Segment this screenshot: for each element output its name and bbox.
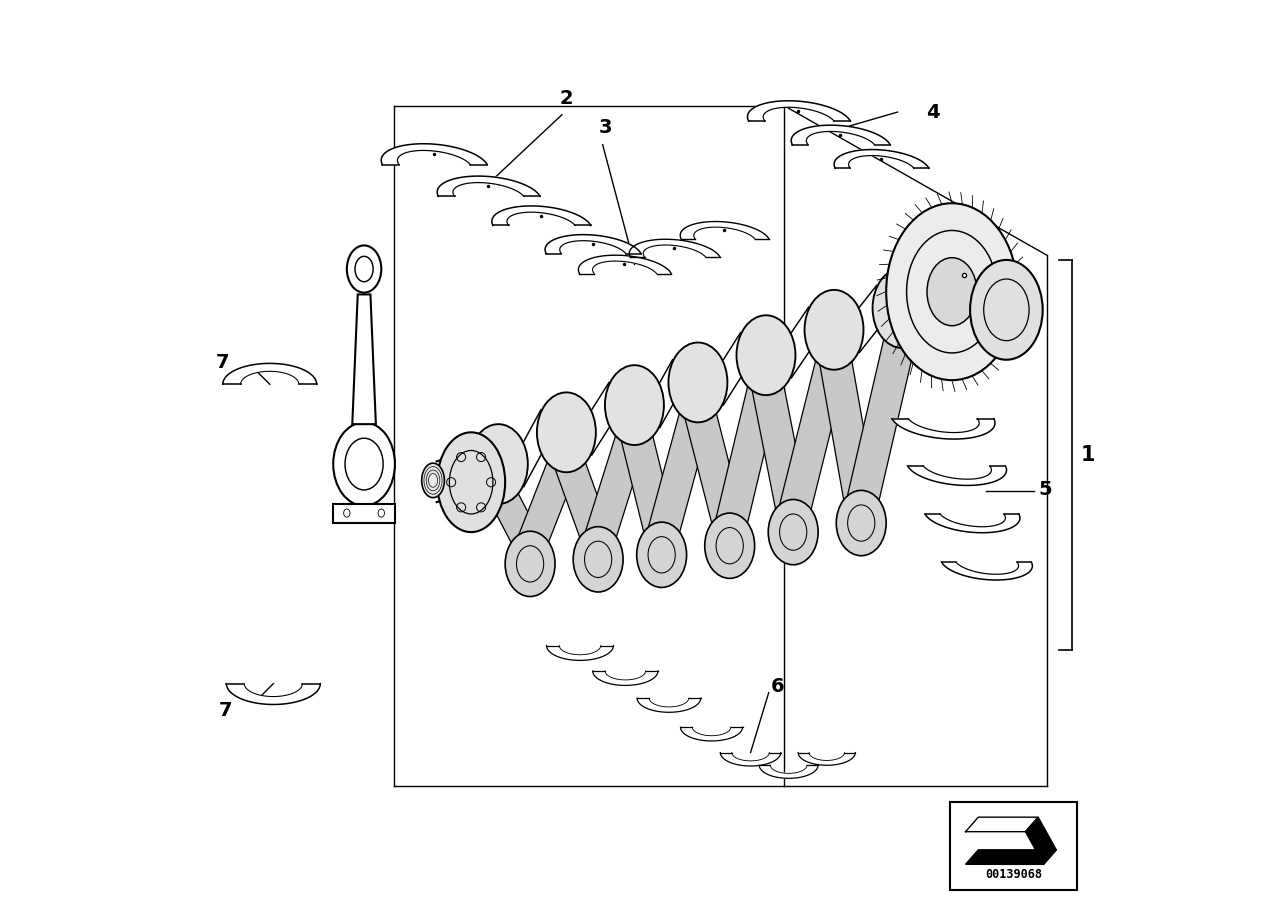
Polygon shape <box>629 239 721 258</box>
Polygon shape <box>721 753 781 766</box>
Ellipse shape <box>887 203 1018 380</box>
Polygon shape <box>844 330 919 507</box>
Ellipse shape <box>605 365 664 445</box>
Polygon shape <box>593 671 658 685</box>
Text: 6: 6 <box>771 677 784 696</box>
Text: 7: 7 <box>215 353 229 372</box>
Polygon shape <box>438 177 541 197</box>
Polygon shape <box>798 753 856 765</box>
Bar <box>950 802 1077 891</box>
Ellipse shape <box>637 522 686 588</box>
Polygon shape <box>333 504 395 523</box>
Ellipse shape <box>422 463 444 498</box>
Polygon shape <box>227 683 320 704</box>
Polygon shape <box>353 295 376 424</box>
Text: 3: 3 <box>598 118 613 137</box>
Polygon shape <box>792 126 891 145</box>
Polygon shape <box>892 419 995 439</box>
Polygon shape <box>637 698 700 713</box>
Ellipse shape <box>506 531 555 597</box>
Text: 00139068: 00139068 <box>985 868 1042 882</box>
Polygon shape <box>578 255 672 274</box>
Polygon shape <box>514 455 583 548</box>
Polygon shape <box>381 144 488 165</box>
Ellipse shape <box>804 290 864 369</box>
Ellipse shape <box>768 500 819 565</box>
Polygon shape <box>834 149 929 168</box>
Polygon shape <box>965 850 1057 864</box>
Polygon shape <box>618 428 678 539</box>
Polygon shape <box>777 352 851 516</box>
Polygon shape <box>907 466 1006 485</box>
Text: 1: 1 <box>1081 445 1095 465</box>
Ellipse shape <box>438 432 506 532</box>
Ellipse shape <box>736 315 795 395</box>
Text: 5: 5 <box>1039 480 1051 499</box>
Polygon shape <box>1026 817 1057 864</box>
Text: 2: 2 <box>560 89 573 108</box>
Polygon shape <box>925 514 1019 532</box>
Ellipse shape <box>970 260 1042 359</box>
Polygon shape <box>682 405 746 530</box>
Polygon shape <box>759 765 819 778</box>
Ellipse shape <box>468 424 528 504</box>
Polygon shape <box>550 455 614 543</box>
Polygon shape <box>546 235 641 254</box>
Ellipse shape <box>873 268 932 348</box>
Ellipse shape <box>668 342 727 422</box>
Ellipse shape <box>927 258 977 326</box>
Ellipse shape <box>705 513 754 579</box>
Polygon shape <box>681 221 770 239</box>
Polygon shape <box>645 405 714 539</box>
Ellipse shape <box>333 422 395 506</box>
Polygon shape <box>748 101 851 121</box>
Polygon shape <box>483 487 547 548</box>
Text: 7: 7 <box>219 702 233 721</box>
Polygon shape <box>749 378 810 516</box>
Polygon shape <box>713 378 782 530</box>
Polygon shape <box>492 206 591 226</box>
Polygon shape <box>223 363 317 384</box>
Polygon shape <box>582 428 651 543</box>
Ellipse shape <box>346 246 381 293</box>
Ellipse shape <box>573 527 623 592</box>
Ellipse shape <box>537 392 596 472</box>
Polygon shape <box>942 562 1032 580</box>
Ellipse shape <box>837 490 887 556</box>
Polygon shape <box>547 645 614 661</box>
Polygon shape <box>965 817 1039 832</box>
Polygon shape <box>681 727 743 741</box>
Text: 4: 4 <box>927 103 941 122</box>
Polygon shape <box>817 352 878 507</box>
